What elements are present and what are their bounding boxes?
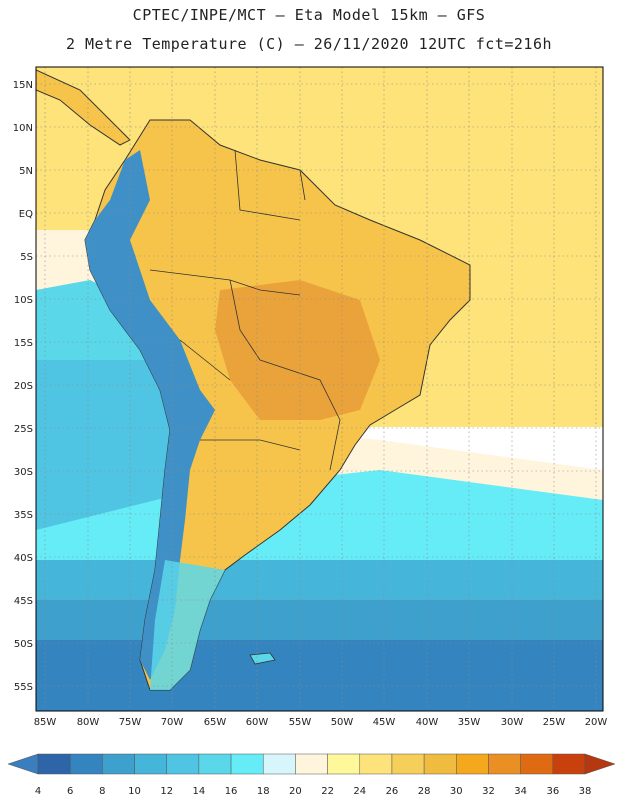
colorbar-label: 24 (353, 786, 366, 797)
colorbar-cell (166, 753, 200, 775)
colorbar-high-arrow (584, 753, 616, 775)
lon-label: 20W (585, 717, 608, 728)
colorbar-cell (198, 753, 232, 775)
colorbar-label: 16 (225, 786, 238, 797)
falkland-islands (249, 652, 276, 665)
lat-label: 30S (14, 467, 33, 478)
colorbar-cell (230, 753, 264, 775)
ocean-band-coldest (36, 640, 603, 711)
patagonia-cool (150, 560, 225, 690)
lat-label: 5S (20, 252, 33, 263)
lat-label: 15S (14, 338, 33, 349)
lat-label: 5N (19, 166, 33, 177)
colorbar-label: 10 (128, 786, 141, 797)
lat-label: 20S (14, 381, 33, 392)
colorbar-label: 36 (546, 786, 559, 797)
colorbar-cells (37, 753, 586, 775)
latitude-labels: 15N 10N 5N EQ 5S 10S 15S 20S 25S 30S 35S… (13, 80, 33, 693)
lat-label: EQ (19, 209, 33, 220)
colorbar: 4 6 8 10 12 14 16 18 20 22 24 26 28 30 32 34 36 38 (7, 753, 616, 797)
colorbar-cell (359, 753, 393, 775)
colorbar-cell (520, 753, 554, 775)
colorbar-cell (552, 753, 586, 775)
colorbar-cell (134, 753, 167, 775)
colorbar-label: 4 (35, 786, 41, 797)
colorbar-cell (295, 753, 328, 775)
colorbar-label: 6 (67, 786, 73, 797)
lon-label: 65W (204, 717, 227, 728)
colorbar-labels: 4 6 8 10 12 14 16 18 20 22 24 26 28 30 32 34 36 38 (35, 786, 592, 797)
map-title-line1: CPTEC/INPE/MCT – Eta Model 15km – GFS (132, 6, 486, 24)
colorbar-cell (37, 753, 71, 775)
colorbar-cell (391, 753, 425, 775)
lon-label: 70W (161, 717, 184, 728)
colorbar-cell (102, 753, 135, 775)
lon-label: 55W (289, 717, 312, 728)
lat-label: 40S (14, 553, 33, 564)
ocean-band-colder (36, 600, 603, 640)
colorbar-label: 30 (450, 786, 463, 797)
lon-label: 35W (458, 717, 481, 728)
temperature-map: 15N 10N 5N EQ 5S 10S 15S 20S 25S 30S 35S… (13, 66, 608, 728)
lon-label: 85W (34, 717, 57, 728)
map-frame (35, 66, 604, 712)
colorbar-label: 20 (289, 786, 302, 797)
colorbar-cell (423, 753, 457, 775)
colorbar-label: 14 (193, 786, 206, 797)
colorbar-label: 26 (386, 786, 399, 797)
lon-label: 60W (246, 717, 269, 728)
colorbar-cell (69, 753, 103, 775)
central-america (36, 69, 131, 146)
colorbar-label: 34 (514, 786, 527, 797)
colorbar-cell (456, 753, 489, 775)
lon-label: 45W (373, 717, 396, 728)
colorbar-label: 8 (99, 786, 105, 797)
graticule (36, 67, 603, 711)
andes-cold-strip (85, 150, 215, 680)
lon-label: 30W (501, 717, 524, 728)
map-title-line2: 2 Metre Temperature (C) – 26/11/2020 12U… (65, 35, 553, 53)
lat-label: 55S (14, 682, 33, 693)
colorbar-label: 28 (418, 786, 431, 797)
lat-label: 50S (14, 639, 33, 650)
lon-label: 75W (119, 717, 142, 728)
lat-label: 45S (14, 596, 33, 607)
lat-label: 25S (14, 424, 33, 435)
lon-label: 50W (331, 717, 354, 728)
colorbar-cell (262, 753, 296, 775)
lat-label: 35S (14, 510, 33, 521)
lat-label: 15N (13, 80, 33, 91)
lon-label: 25W (543, 717, 566, 728)
lon-label: 80W (77, 717, 100, 728)
country-borders (149, 149, 341, 471)
colorbar-label: 18 (257, 786, 270, 797)
colorbar-label: 12 (160, 786, 173, 797)
longitude-labels: 85W 80W 75W 70W 65W 60W 55W 50W 45W 40W … (34, 717, 608, 728)
lat-label: 10N (13, 123, 33, 134)
colorbar-label: 22 (321, 786, 334, 797)
colorbar-label: 32 (482, 786, 495, 797)
colorbar-label: 38 (579, 786, 592, 797)
colorbar-cell (327, 753, 361, 775)
lat-label: 10S (14, 295, 33, 306)
ocean-band-cold (36, 560, 603, 600)
colorbar-cell (488, 753, 521, 775)
colorbar-low-arrow (7, 753, 39, 775)
lon-label: 40W (416, 717, 439, 728)
